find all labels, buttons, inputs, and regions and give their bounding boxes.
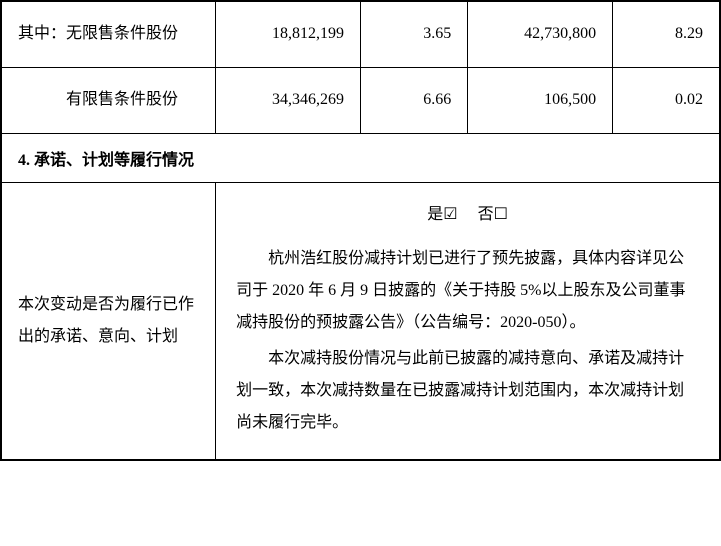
compliance-row: 本次变动是否为履行已作出的承诺、意向、计划 是☑ 否☐ 杭州浩红股份减持计划已进…	[1, 182, 720, 460]
label-prefix	[18, 91, 66, 108]
cell-value: 3.65	[360, 1, 467, 67]
cell-value: 34,346,269	[216, 67, 361, 133]
paragraph: 杭州浩红股份减持计划已进行了预先披露，具体内容详见公司于 2020 年 6 月 …	[236, 243, 699, 339]
section-header-row: 4. 承诺、计划等履行情况	[1, 133, 720, 182]
label-text: 有限售条件股份	[66, 91, 178, 108]
no-checkbox-icon: ☐	[494, 199, 508, 231]
cell-value: 0.02	[613, 67, 720, 133]
yes-label: 是	[427, 206, 443, 223]
checkbox-line: 是☑ 否☐	[236, 199, 699, 231]
table-row: 其中：无限售条件股份 18,812,199 3.65 42,730,800 8.…	[1, 1, 720, 67]
row-label: 其中：无限售条件股份	[1, 1, 216, 67]
compliance-question: 本次变动是否为履行已作出的承诺、意向、计划	[1, 182, 216, 460]
paragraph: 本次减持股份情况与此前已披露的减持意向、承诺及减持计划一致，本次减持数量在已披露…	[236, 343, 699, 439]
no-label: 否	[478, 206, 494, 223]
cell-value: 18,812,199	[216, 1, 361, 67]
cell-value: 8.29	[613, 1, 720, 67]
compliance-answer: 是☑ 否☐ 杭州浩红股份减持计划已进行了预先披露，具体内容详见公司于 2020 …	[216, 182, 720, 460]
cell-value: 6.66	[360, 67, 467, 133]
yes-checkbox-icon: ☑	[443, 199, 457, 231]
cell-value: 106,500	[468, 67, 613, 133]
section-title: 4. 承诺、计划等履行情况	[1, 133, 720, 182]
row-label: 有限售条件股份	[1, 67, 216, 133]
cell-value: 42,730,800	[468, 1, 613, 67]
document-table: 其中：无限售条件股份 18,812,199 3.65 42,730,800 8.…	[0, 0, 721, 461]
label-text: 其中：无限售条件股份	[18, 25, 178, 42]
table-row: 有限售条件股份 34,346,269 6.66 106,500 0.02	[1, 67, 720, 133]
